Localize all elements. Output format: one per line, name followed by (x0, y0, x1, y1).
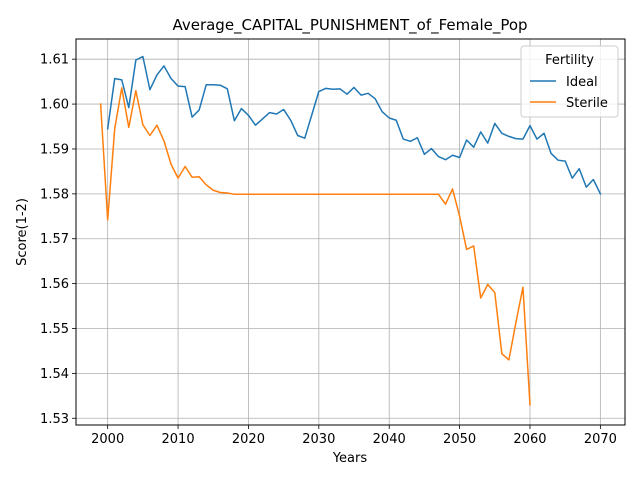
legend-label-sterile: Sterile (566, 96, 608, 111)
y-axis-ticks: 1.53 1.54 1.55 1.56 1.57 1.58 1.59 1.60 1.61 (40, 53, 76, 427)
x-tick-label: 2030 (302, 432, 335, 447)
x-tick-label: 2040 (373, 432, 406, 447)
legend: Fertility Ideal Sterile (520, 45, 619, 118)
y-tick-label: 1.57 (40, 232, 69, 247)
plot-frame (75, 38, 626, 426)
x-tick-label: 2020 (232, 432, 265, 447)
legend-title: Fertility (545, 53, 594, 68)
x-tick-label: 2000 (91, 432, 124, 447)
y-tick-label: 1.55 (40, 322, 69, 337)
chart-title: Average_CAPITAL_PUNISHMENT_of_Female_Pop (172, 16, 527, 35)
x-tick-label: 2050 (443, 432, 476, 447)
y-tick-label: 1.53 (40, 412, 69, 427)
y-tick-label: 1.61 (40, 53, 69, 68)
y-tick-label: 1.56 (40, 277, 69, 292)
legend-box (520, 45, 619, 118)
y-tick-label: 1.54 (40, 367, 69, 382)
x-axis-label: Years (332, 451, 368, 466)
y-tick-label: 1.58 (40, 187, 69, 202)
y-tick-label: 1.60 (40, 98, 69, 113)
x-tick-label: 2010 (162, 432, 195, 447)
x-tick-label: 2070 (584, 432, 617, 447)
x-tick-label: 2060 (513, 432, 546, 447)
x-axis-ticks: 2000 2010 2020 2030 2040 2050 2060 2070 (91, 425, 617, 447)
series-line-sterile (99, 87, 531, 406)
legend-label-ideal: Ideal (566, 75, 598, 90)
y-axis-label: Score(1-2) (15, 198, 30, 266)
series-lines (99, 55, 602, 406)
series-line-ideal (106, 55, 602, 195)
y-tick-label: 1.59 (40, 142, 69, 157)
